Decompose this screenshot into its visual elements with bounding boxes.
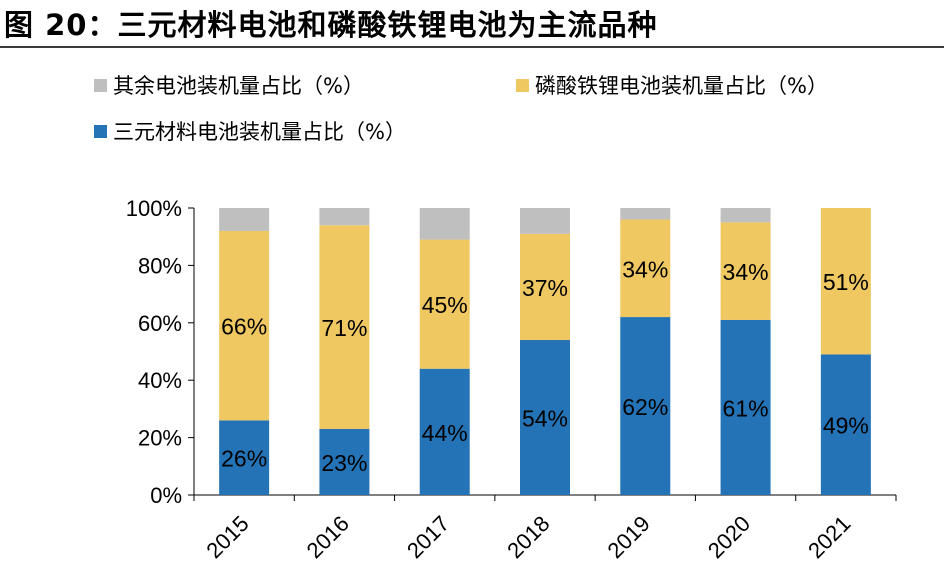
data-label-lfp: 71% <box>321 315 367 341</box>
bar-segment-ncm <box>219 420 270 495</box>
x-tick-label: 2020 <box>703 511 755 563</box>
data-label-lfp: 66% <box>221 314 267 340</box>
data-label-ncm: 26% <box>221 446 267 472</box>
legend-label-ncm: 三元材料电池装机量占比（%） <box>113 120 406 144</box>
bar-segment-ncm <box>820 354 871 495</box>
bar-segment-ncm <box>720 319 771 495</box>
data-label-ncm: 62% <box>622 394 668 420</box>
bar-segment-ncm <box>620 317 671 495</box>
data-label-ncm: 23% <box>321 450 367 476</box>
legend-swatch-lfp <box>516 78 529 92</box>
bar-segment-lfp <box>520 233 570 341</box>
bar-segment-other <box>319 208 370 226</box>
title-divider <box>0 46 944 48</box>
x-tick-label: 2018 <box>502 511 554 563</box>
bar-segment-ncm <box>419 368 470 495</box>
bar-segment-lfp <box>319 225 370 429</box>
y-tick-label: 100% <box>126 196 182 221</box>
bar-segment-ncm <box>520 340 570 495</box>
bar-segment-ncm <box>319 428 370 495</box>
y-tick-label: 0% <box>150 483 182 508</box>
y-tick-label: 40% <box>138 368 182 393</box>
bar-segment-lfp <box>620 219 671 318</box>
bar-segment-other <box>219 208 270 231</box>
x-tick-label: 2016 <box>302 511 354 563</box>
y-tick-label: 80% <box>138 253 182 278</box>
bar-segment-lfp <box>820 208 871 355</box>
bar-segment-lfp <box>720 222 771 320</box>
data-label-ncm: 54% <box>522 406 568 432</box>
x-tick-label: 2021 <box>803 511 855 563</box>
bar-segment-lfp <box>219 230 270 421</box>
data-label-ncm: 49% <box>823 413 869 439</box>
legend-swatch-ncm <box>94 124 107 138</box>
data-label-lfp: 34% <box>622 256 668 282</box>
legend-label-lfp: 磷酸铁锂电池装机量占比（%） <box>535 74 828 98</box>
data-label-lfp: 45% <box>422 292 468 318</box>
data-label-ncm: 61% <box>723 395 769 421</box>
bar-segment-other <box>419 208 470 240</box>
legend-item-ncm: 三元材料电池装机量占比（%） <box>94 116 406 146</box>
x-tick-label: 2019 <box>603 511 655 563</box>
data-label-ncm: 44% <box>422 420 468 446</box>
x-tick-label: 2015 <box>201 511 253 563</box>
legend-label-other: 其余电池装机量占比（%） <box>113 74 364 98</box>
x-tick-label: 2017 <box>402 511 454 563</box>
bar-segment-other <box>620 208 671 220</box>
data-label-lfp: 37% <box>522 275 568 301</box>
bar-segment-other <box>520 208 570 234</box>
data-label-lfp: 51% <box>823 269 869 295</box>
legend-item-other: 其余电池装机量占比（%） <box>94 70 364 100</box>
legend-item-lfp: 磷酸铁锂电池装机量占比（%） <box>516 70 828 100</box>
legend-swatch-other <box>94 78 107 92</box>
figure-title: 图 20：三元材料电池和磷酸铁锂电池为主流品种 <box>4 8 658 42</box>
bar-segment-other <box>720 208 771 223</box>
bar-segment-lfp <box>419 239 470 369</box>
data-label-lfp: 34% <box>723 259 769 285</box>
y-tick-label: 20% <box>138 426 182 451</box>
y-tick-label: 60% <box>138 311 182 336</box>
